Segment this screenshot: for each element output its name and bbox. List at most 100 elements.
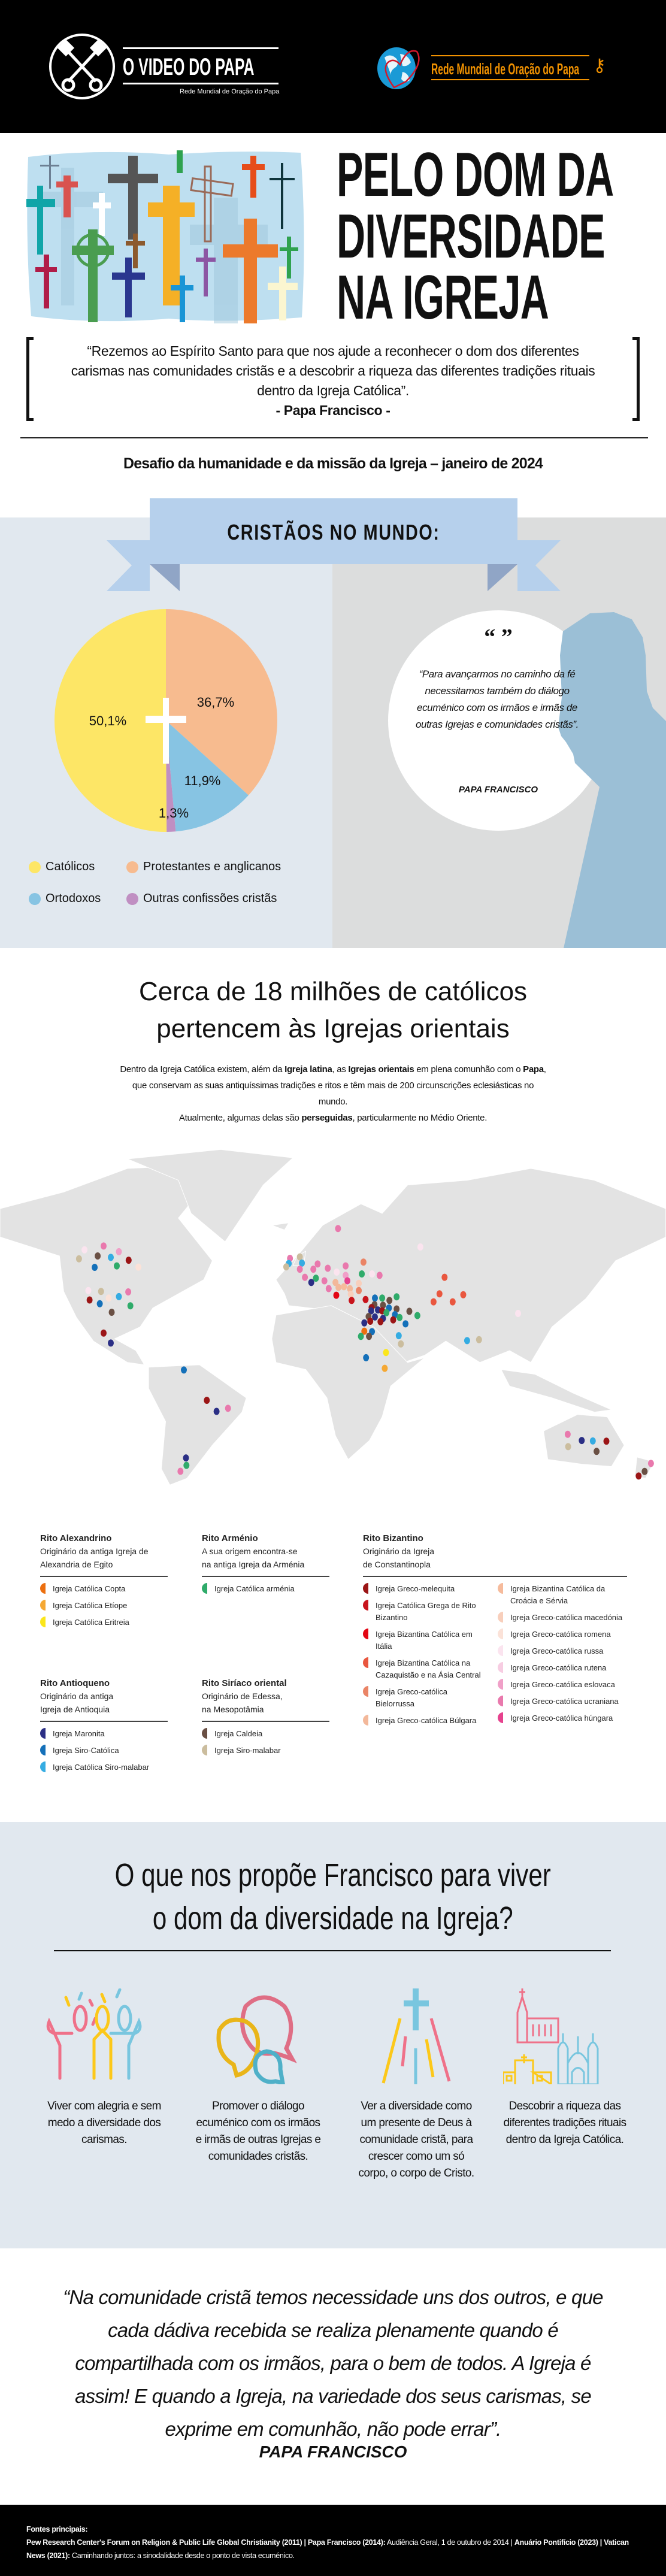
map-marker-melequita (101, 1329, 107, 1337)
proposal-text: Promover o diálogo ecuménico com os irmã… (195, 2100, 321, 2163)
final-quote-author: PAPA FRANCISCO (259, 2442, 407, 2461)
legend-label: Igreja Católica arménia (214, 1584, 295, 1593)
map-marker-ucraniana (335, 1225, 341, 1233)
map-marker-italia (333, 1291, 340, 1299)
legend-swatch (40, 1728, 46, 1739)
legend-label: Igreja Maronita (53, 1729, 105, 1738)
map-marker-siromalabar (296, 1253, 303, 1261)
map-marker-cazaquistao (430, 1298, 437, 1306)
world-map (0, 1149, 666, 1486)
map-marker-bulgara (335, 1284, 342, 1291)
map-marker-sirocatolica (92, 1264, 98, 1271)
legend-item-siromalabar: Igreja Siro-malabar (202, 1745, 329, 1757)
footer-sources: Pew Research Center's Forum on Religion … (26, 2536, 640, 2562)
cross-icon (146, 716, 186, 723)
legend-label: Católicos (46, 860, 95, 873)
map-marker-ucraniana (343, 1262, 349, 1270)
page-title-line: DIVERSIDADE (337, 202, 606, 271)
map-marker-melequita (603, 1437, 610, 1445)
divider (202, 1721, 329, 1722)
rite-description-line: Originário de Edessa, (202, 1691, 283, 1701)
map-marker-caldeia (95, 1252, 101, 1260)
legend-item-siromalabarcat: Igreja Católica Siro-malabar (40, 1761, 168, 1773)
legend-item-russa: Igreja Greco-católica russa (498, 1645, 626, 1657)
map-marker-bielorrussa (360, 1258, 367, 1266)
legend-item-grega: Igreja Católica Grega de Rito Bizantino (363, 1600, 486, 1624)
people-celebrating-icon (46, 1988, 142, 2080)
map-marker-siromalabarcat (589, 1437, 596, 1445)
hero-quote-author: - Papa Francisco - (276, 402, 390, 418)
rite-title: Rito Siríaco oriental (202, 1678, 287, 1688)
map-marker-ucraniana (321, 1277, 328, 1285)
legend-swatch (40, 1745, 46, 1755)
rite-legend-group: Rito Bizantino Originário da Igreja de Con… (363, 1533, 627, 1732)
proposals-heading-line: o dom da diversidade na Igreja? (153, 1900, 513, 1936)
legend-swatch (126, 861, 138, 873)
rite-description-line: Originário da antiga Igreja de (40, 1546, 149, 1556)
map-marker-ucraniana (225, 1404, 231, 1412)
map-marker-maronita (579, 1437, 585, 1445)
map-marker-russa (369, 1270, 376, 1278)
legend-swatch (202, 1728, 207, 1739)
logo-subtitle: Rede Mundial de Oração do Papa (180, 88, 280, 95)
map-marker-caldeia (380, 1301, 386, 1309)
text-run: Atualmente, algumas delas são (178, 1113, 302, 1123)
rite-title: Rito Bizantino (363, 1533, 423, 1543)
legend-swatch (498, 1612, 503, 1623)
legend-swatch (498, 1628, 503, 1639)
legend-swatch (40, 1583, 46, 1594)
legend-item-bulgara: Igreja Greco-católica Búlgara (363, 1715, 486, 1727)
legend-label: Igreja Greco-católica macedónia (510, 1613, 623, 1622)
legend-swatch (363, 1628, 368, 1639)
ribbon-banner (107, 498, 561, 591)
map-marker-ucraniana (647, 1460, 654, 1467)
land-mass (148, 1364, 247, 1486)
legend-label: Igreja Siro-Católica (53, 1746, 119, 1755)
section-subtitle: Desafio da humanidade e da missão da Igr… (123, 455, 543, 472)
map-marker-ucraniana (296, 1266, 303, 1273)
text-run: Dentro da Igreja Católica existem, além … (120, 1064, 285, 1074)
map-marker-macedonia (356, 1279, 362, 1287)
crosses-illustration (26, 150, 304, 323)
legend-swatch (363, 1715, 368, 1726)
legend-item-ucraniana: Igreja Greco-católica ucraniana (498, 1696, 626, 1708)
rite-title: Rito Arménio (202, 1533, 258, 1543)
legend-swatch (126, 892, 138, 905)
rite-description-line: A sua origem encontra-se (202, 1546, 298, 1556)
hero-quote: “Rezemos ao Espírito Santo para que nos … (36, 341, 630, 420)
map-marker-armenia (313, 1275, 319, 1282)
map-marker-siromalabarcat (299, 1259, 305, 1267)
map-marker-armenia (359, 1270, 365, 1278)
legend-label: Igreja Siro-malabar (214, 1746, 281, 1755)
text-run: , particularmente no Médio Oriente. (352, 1113, 488, 1123)
legend-item-italia: Igreja Bizantina Católica em Itália (363, 1628, 486, 1652)
map-marker-maronita (372, 1313, 378, 1321)
eastern-heading-line: Cerca de 18 milhões de católicos (138, 977, 528, 1006)
legend-swatch (498, 1662, 503, 1673)
text-run: , que conservam as suas antiquíssimas tr… (132, 1064, 546, 1107)
map-marker-maronita (361, 1319, 368, 1327)
land-mass (500, 1369, 613, 1413)
footer: Fontes principais: Pew Research Center's… (0, 2505, 666, 2576)
rite-description: Originário de Edessa, na Mesopotâmia (202, 1690, 329, 1716)
legend-item-outras: Outras confissões cristãs (126, 892, 277, 906)
map-marker-caldeia (386, 1297, 393, 1304)
legend-label: Ortodoxos (46, 892, 101, 905)
legend-label: Igreja Greco-católica húngara (510, 1714, 613, 1723)
legend-label: Igreja Greco-católica eslovaca (510, 1680, 615, 1689)
text-run: perseguidas (301, 1113, 353, 1123)
map-marker-ucraniana (314, 1260, 321, 1268)
divider (40, 1721, 168, 1722)
rite-description-line: Alexandria de Egito (40, 1560, 113, 1569)
rite-title: Rito Alexandrino (40, 1533, 112, 1543)
map-marker-caldeia (108, 1309, 115, 1316)
legend-item-protestantes: Protestantes e anglicanos (126, 860, 281, 874)
pie-chart: 50,1% 36,7% 11,9% 1,3% (55, 609, 277, 832)
legend-label: Igreja Greco-católica rutena (510, 1663, 607, 1672)
logo-rule (123, 47, 278, 49)
eastern-paragraph-text: Dentro da Igreja Católica existem, além … (117, 1061, 549, 1110)
rite-legend-group: Rito Siríaco oriental Originário de Edess… (202, 1678, 329, 1761)
legend-swatch (363, 1657, 368, 1668)
legend-item-eritreia: Igreja Católica Eritreia (40, 1617, 168, 1628)
proposal-text: Viver com alegria e sem medo a diversida… (47, 2100, 161, 2146)
